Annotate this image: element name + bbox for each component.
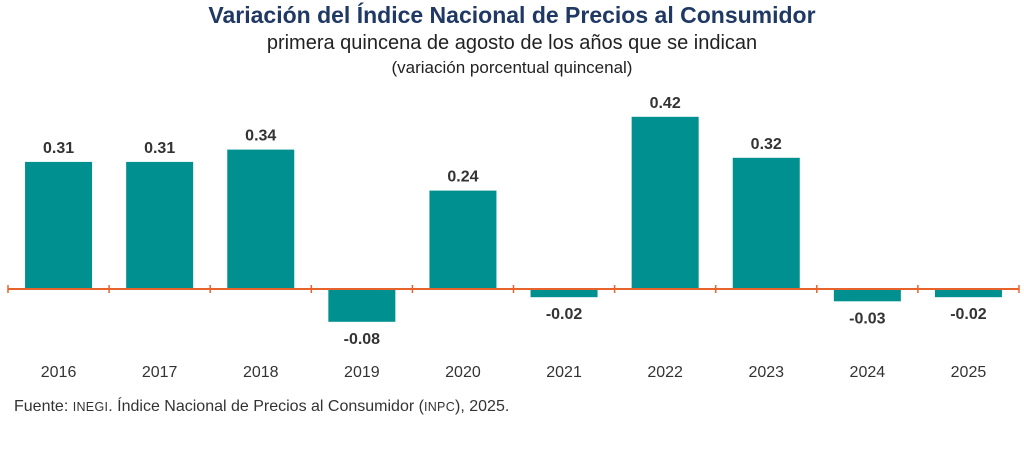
data-label-2020: 0.24 <box>447 169 478 186</box>
data-label-2018: 0.34 <box>245 128 276 145</box>
chart-subtitle: primera quincena de agosto de los años q… <box>266 32 758 54</box>
data-label-2024: -0.03 <box>849 310 886 327</box>
tick-label-2025: 2025 <box>951 364 987 381</box>
bar-2020 <box>429 190 497 289</box>
bar-2021 <box>530 289 598 298</box>
bar-2022 <box>631 116 699 289</box>
tick-label-2020: 2020 <box>445 364 481 381</box>
bar-2016 <box>25 161 93 289</box>
tick-label-2017: 2017 <box>142 364 178 381</box>
bar-2018 <box>227 149 295 289</box>
chart-unit-label: (variación porcentual quincenal) <box>391 58 633 77</box>
chart-title: Variación del Índice Nacional de Precios… <box>208 2 816 28</box>
tick-label-2021: 2021 <box>546 364 582 381</box>
data-label-2019: -0.08 <box>344 331 381 348</box>
tick-label-2018: 2018 <box>243 364 279 381</box>
source-mid: . Índice Nacional de Precios al Consumid… <box>108 398 424 415</box>
bar-2023 <box>732 157 800 289</box>
data-label-2017: 0.31 <box>144 140 175 157</box>
tick-label-2023: 2023 <box>748 364 784 381</box>
data-label-2023: 0.32 <box>751 136 782 153</box>
source-abbr: INPC <box>423 400 456 414</box>
tick-label-2024: 2024 <box>850 364 886 381</box>
data-label-2016: 0.31 <box>43 140 74 157</box>
source-note: Fuente: INEGI. Índice Nacional de Precio… <box>14 398 509 416</box>
source-prefix: Fuente: <box>14 398 73 415</box>
source-suffix: ), 2025. <box>455 398 510 415</box>
data-label-2022: 0.42 <box>650 95 681 112</box>
tick-label-2022: 2022 <box>647 364 683 381</box>
tick-label-2016: 2016 <box>41 364 77 381</box>
bar-2025 <box>934 289 1002 298</box>
bar-2019 <box>328 289 396 322</box>
data-label-2021: -0.02 <box>546 306 583 323</box>
bar-2024 <box>833 289 901 302</box>
data-label-2025: -0.02 <box>950 306 987 323</box>
bar-2017 <box>126 161 194 289</box>
source-org: INEGI <box>72 400 109 414</box>
tick-label-2019: 2019 <box>344 364 380 381</box>
